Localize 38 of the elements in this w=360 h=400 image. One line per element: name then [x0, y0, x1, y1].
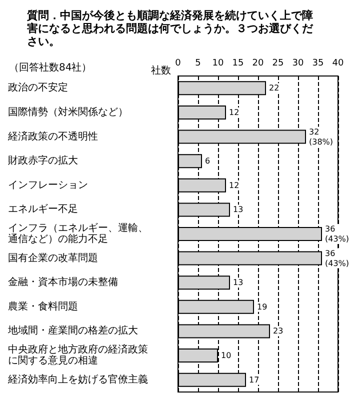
x-tick-label: 5 [195, 58, 201, 68]
y-tick-label: 国有企業の改革問題 [8, 252, 98, 264]
y-tick-label: 経済効率向上を妨げる官僚主義 [7, 373, 148, 386]
data-label: 13 [233, 278, 244, 288]
data-label: 22 [269, 84, 280, 93]
y-tick-label: 財政赤字の拡大 [8, 154, 78, 167]
data-label: 32 (38%) [309, 127, 334, 146]
y-tick-label: 地域間・産業間の格差の拡大 [7, 324, 138, 337]
x-tick-label: 25 [272, 58, 284, 68]
text: （回答社数84社） [9, 62, 92, 74]
data-label: 12 [229, 108, 240, 117]
y-tick-label: 国際情勢（対米関係など） [8, 106, 128, 118]
x-tick-label: 10 [212, 58, 224, 68]
x-tick-label: 40 [332, 58, 344, 68]
data-label: 6 [205, 156, 210, 166]
y-tick-label: 金融・資本市場の未整備 [8, 276, 118, 288]
data-label: 36 (43%) [325, 248, 350, 268]
x-tick-label: 0 [175, 58, 182, 68]
y-tick-label: 経済政策の不透明性 [7, 130, 98, 142]
data-label: 36 (43%) [325, 224, 350, 244]
x-axis-title: 社数 [151, 64, 171, 76]
y-tick-label: 中央政府と地方政府の経済政策に関する意見の相違 [8, 344, 148, 367]
y-tick-label: 政治の不安定 [8, 82, 68, 94]
data-label: 13 [233, 205, 244, 214]
y-tick-label: エネルギー不足 [8, 203, 78, 216]
chart-title: 質問．中国が今後とも順調な経済発展を続けていく上で障害になると思われる問題は何でしょうか。３つお選びください。 [26, 9, 314, 48]
data-label: 12 [229, 180, 240, 190]
x-tick-label: 30 [292, 58, 304, 68]
data-label: 19 [257, 302, 268, 312]
data-label: 10 [221, 351, 232, 360]
x-tick-label: 35 [312, 58, 324, 68]
x-tick-label: 15 [232, 58, 244, 68]
y-tick-label: インフラ（エネルギー、運輸、通信など）の能力不足 [8, 222, 148, 245]
y-tick-label: インフレーション [8, 180, 88, 191]
y-tick-label: 農業・食料問題 [8, 300, 78, 312]
data-label: 17 [249, 375, 260, 384]
x-tick-label: 20 [252, 58, 264, 68]
data-label: 23 [273, 326, 284, 336]
